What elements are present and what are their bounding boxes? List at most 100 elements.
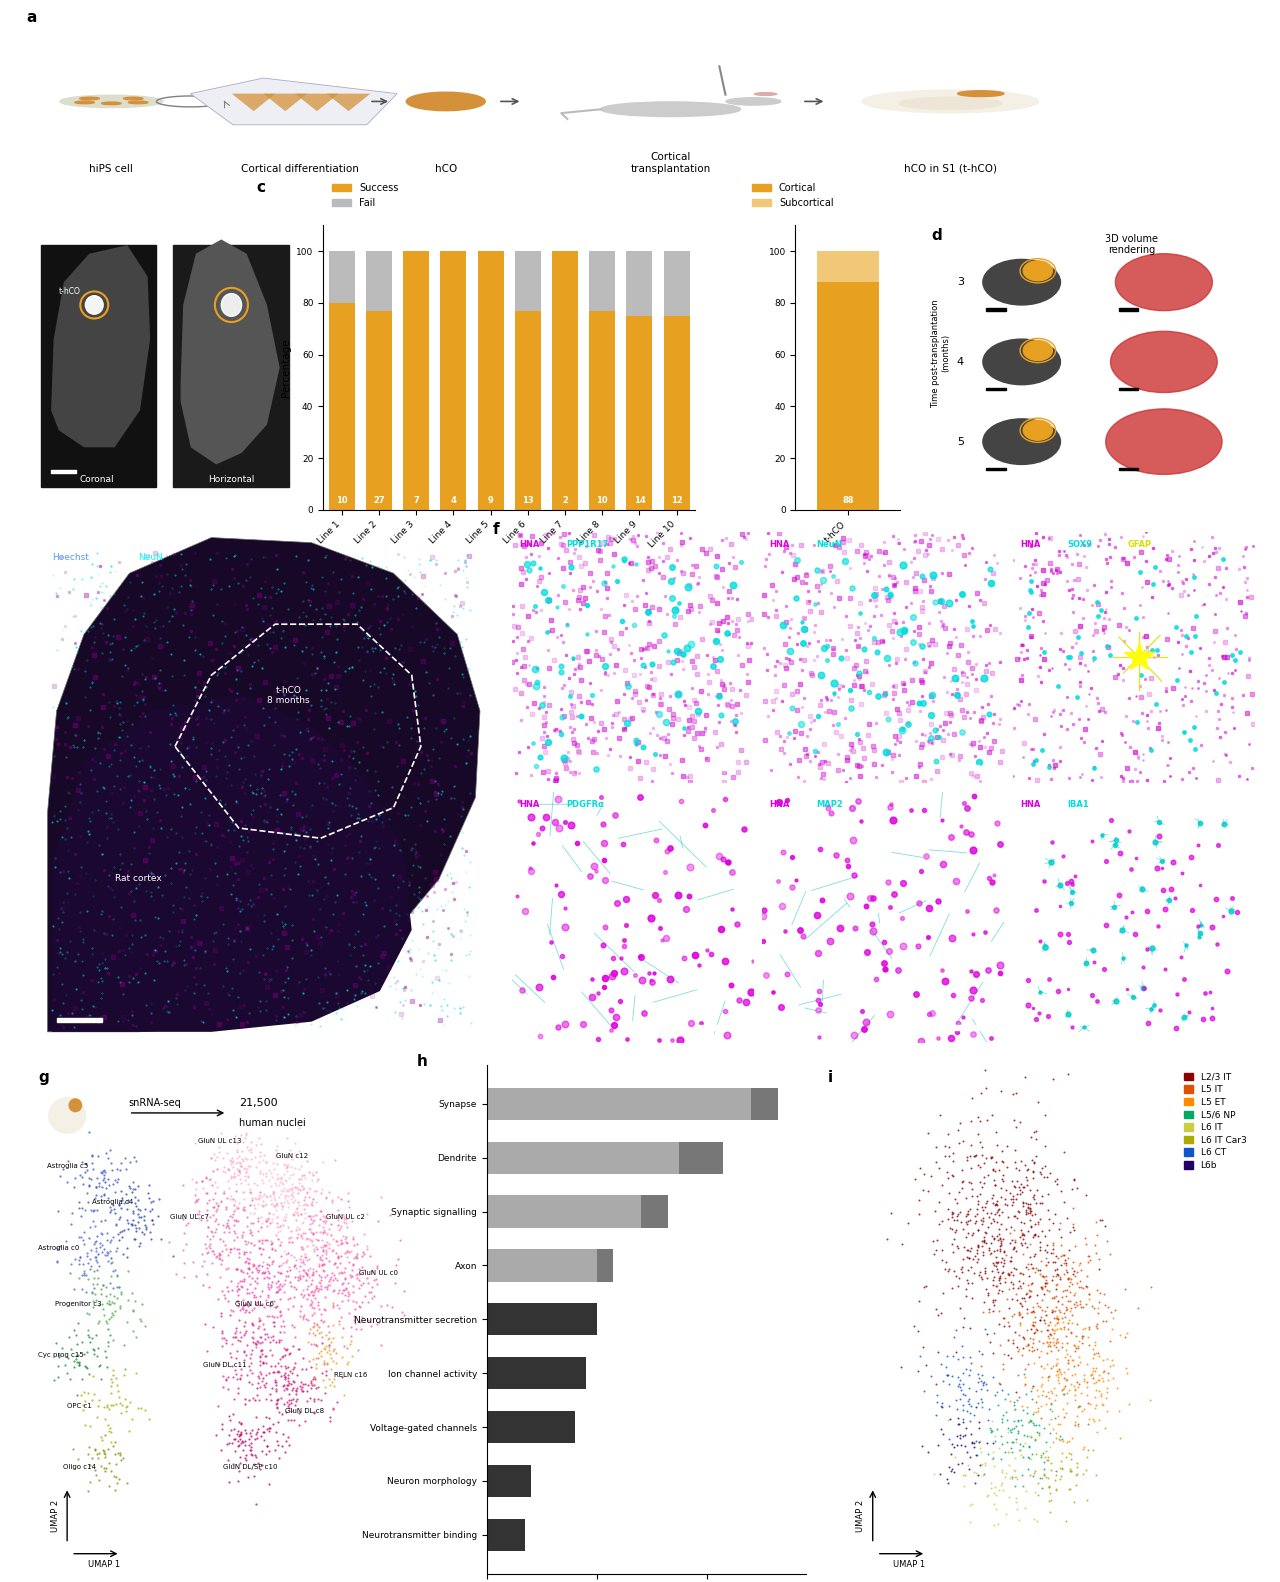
- Point: [101, 1150, 122, 1175]
- Point: [914, 1380, 934, 1405]
- Point: [243, 1386, 264, 1411]
- Point: [79, 1324, 100, 1349]
- Point: [1083, 1438, 1103, 1463]
- Point: [1065, 1232, 1085, 1258]
- Point: [289, 1304, 310, 1329]
- Point: [353, 1242, 374, 1267]
- Point: [221, 1150, 242, 1175]
- Point: [1076, 1383, 1097, 1408]
- Point: [968, 1122, 988, 1147]
- Point: [69, 1245, 90, 1270]
- Point: [205, 1180, 225, 1205]
- Point: [111, 1218, 132, 1243]
- Point: [1098, 1361, 1119, 1386]
- Point: [251, 1242, 271, 1267]
- Point: [1009, 1438, 1029, 1463]
- Point: [278, 1365, 298, 1391]
- Point: [296, 1226, 316, 1251]
- Point: [314, 1220, 334, 1245]
- Point: [1057, 1316, 1078, 1342]
- Point: [1036, 1270, 1056, 1296]
- Point: [311, 1264, 332, 1289]
- Bar: [486, 1357, 586, 1389]
- Point: [173, 1237, 193, 1262]
- Point: [1056, 1367, 1076, 1392]
- Point: [1065, 1335, 1085, 1361]
- Point: [268, 1259, 288, 1285]
- Point: [303, 1232, 324, 1258]
- Point: [1036, 1440, 1056, 1465]
- Point: [110, 1158, 131, 1183]
- Point: [268, 1278, 288, 1304]
- Point: [234, 1446, 255, 1471]
- Point: [91, 1424, 111, 1449]
- Point: [1006, 1168, 1027, 1193]
- Point: [1053, 1308, 1074, 1334]
- Bar: [486, 1519, 525, 1550]
- Point: [220, 1183, 241, 1209]
- Point: [88, 1308, 109, 1334]
- Point: [275, 1183, 296, 1209]
- Point: [241, 1351, 261, 1376]
- Point: [291, 1250, 311, 1275]
- Point: [961, 1429, 982, 1454]
- Point: [970, 1155, 991, 1180]
- Point: [965, 1429, 986, 1454]
- Point: [381, 1294, 402, 1319]
- Point: [1074, 1368, 1094, 1394]
- Point: [259, 1361, 279, 1386]
- Point: [268, 1351, 288, 1376]
- Point: [86, 1463, 106, 1489]
- Point: [931, 1351, 951, 1376]
- Point: [264, 1359, 284, 1384]
- Point: [250, 1158, 270, 1183]
- Point: [1025, 1201, 1046, 1226]
- Point: [1071, 1398, 1092, 1424]
- Point: [227, 1278, 247, 1304]
- Point: [1032, 1372, 1052, 1397]
- Point: [242, 1361, 262, 1386]
- Point: [1041, 1321, 1061, 1346]
- Point: [1025, 1316, 1046, 1342]
- Point: [891, 1354, 911, 1380]
- Point: [1056, 1253, 1076, 1278]
- Point: [320, 1372, 340, 1397]
- Point: [283, 1275, 303, 1300]
- Point: [927, 1296, 947, 1321]
- Point: [1043, 1232, 1064, 1258]
- Point: [274, 1190, 294, 1215]
- Point: [1010, 1438, 1030, 1463]
- Text: HNA: HNA: [518, 539, 539, 549]
- Point: [131, 1395, 151, 1421]
- Point: [252, 1351, 273, 1376]
- Point: [108, 1373, 128, 1398]
- Point: [1014, 1422, 1034, 1448]
- Point: [301, 1332, 321, 1357]
- Point: [1009, 1174, 1029, 1199]
- Point: [314, 1308, 334, 1334]
- Point: [270, 1277, 291, 1302]
- Point: [1082, 1362, 1102, 1387]
- Point: [271, 1386, 292, 1411]
- Point: [269, 1304, 289, 1329]
- Point: [271, 1345, 292, 1370]
- Point: [988, 1281, 1009, 1307]
- Point: [283, 1375, 303, 1400]
- Bar: [818, 252, 878, 282]
- Point: [274, 1280, 294, 1305]
- Point: [950, 1256, 970, 1281]
- Point: [1048, 1217, 1069, 1242]
- Point: [1047, 1261, 1068, 1286]
- Point: [307, 1278, 328, 1304]
- Point: [1079, 1247, 1100, 1272]
- Point: [340, 1324, 361, 1349]
- Point: [106, 1239, 127, 1264]
- Point: [955, 1463, 975, 1489]
- Point: [293, 1209, 314, 1234]
- Point: [951, 1210, 972, 1236]
- Point: [195, 1248, 215, 1274]
- Point: [334, 1266, 355, 1291]
- Point: [270, 1272, 291, 1297]
- Point: [241, 1210, 261, 1236]
- Point: [1034, 1356, 1055, 1381]
